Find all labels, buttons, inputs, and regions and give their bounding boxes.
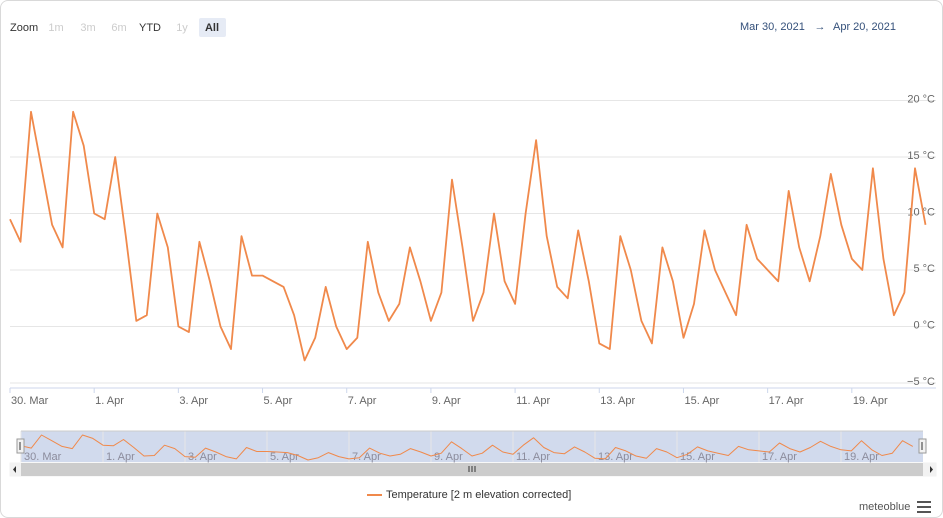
y-tick-label: 15 °C [907, 150, 935, 162]
navigator-label: 13. Apr [598, 451, 633, 463]
x-tick-label: 17. Apr [769, 395, 804, 407]
navigator-mask [21, 431, 923, 462]
scroll-right[interactable] [930, 466, 933, 473]
x-tick-label: 5. Apr [264, 395, 293, 407]
zoom-button-bg[interactable] [199, 18, 226, 37]
y-tick-label: −5 °C [907, 376, 935, 388]
x-tick-label: 30. Mar [11, 395, 49, 407]
x-tick-label: 7. Apr [348, 395, 377, 407]
navigator-label: 15. Apr [680, 451, 715, 463]
zoom-button[interactable]: All [205, 22, 219, 34]
y-tick-label: 10 °C [907, 206, 935, 218]
zoom-button[interactable]: 1y [176, 22, 188, 34]
navigator-label: 17. Apr [762, 451, 797, 463]
x-tick-label: 19. Apr [853, 395, 888, 407]
x-tick-label: 13. Apr [600, 395, 635, 407]
zoom-button[interactable]: YTD [139, 22, 161, 34]
navigator-label: 30. Mar [24, 451, 62, 463]
navigator-label: 11. Apr [516, 451, 550, 463]
navigator-line [20, 434, 914, 461]
navigator-label: 3. Apr [188, 451, 217, 463]
x-tick-label: 11. Apr [516, 395, 550, 407]
credits: meteoblue [859, 501, 910, 513]
y-tick-label: 20 °C [907, 93, 935, 105]
series-line [9, 110, 927, 362]
menu-icon[interactable] [917, 501, 931, 513]
zoom-button[interactable]: 3m [80, 22, 95, 34]
scroll-left[interactable] [13, 466, 16, 473]
zoom-button[interactable]: 1m [48, 22, 63, 34]
range-sep: → [815, 21, 826, 33]
x-tick-label: 15. Apr [684, 395, 719, 407]
navigator-label: 9. Apr [434, 451, 463, 463]
zoom-label: Zoom [10, 22, 38, 34]
x-tick-label: 3. Apr [179, 395, 208, 407]
range-from: Mar 30, 2021 [740, 21, 805, 33]
navigator-label: 1. Apr [106, 451, 135, 463]
range-to: Apr 20, 2021 [833, 21, 896, 33]
navigator-label: 19. Apr [844, 451, 879, 463]
x-tick-label: 9. Apr [432, 395, 461, 407]
x-tick-label: 1. Apr [95, 395, 124, 407]
zoom-button[interactable]: 6m [111, 22, 126, 34]
y-tick-label: 0 °C [913, 319, 935, 331]
y-tick-label: 5 °C [913, 263, 935, 275]
legend-label[interactable]: Temperature [2 m elevation corrected] [386, 489, 571, 501]
navigator-label: 7. Apr [352, 451, 381, 463]
